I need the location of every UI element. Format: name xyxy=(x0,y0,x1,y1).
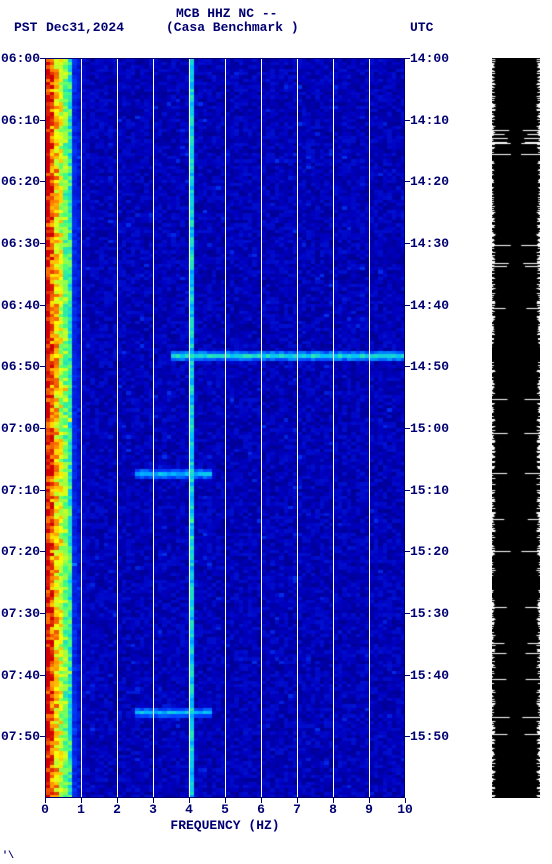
ytick-left: 07:30 xyxy=(0,606,40,621)
ytick-right: 15:50 xyxy=(410,729,460,744)
chart-header: MCB HHZ NC -- (Casa Benchmark ) PST Dec3… xyxy=(0,0,552,40)
tick-mark xyxy=(405,613,410,614)
xtick: 10 xyxy=(395,802,415,817)
title-line1: MCB HHZ NC -- xyxy=(176,6,277,21)
tick-mark xyxy=(40,490,45,491)
ytick-left: 06:10 xyxy=(0,113,40,128)
ytick-right: 14:40 xyxy=(410,298,460,313)
right-timezone: UTC xyxy=(410,20,433,35)
tick-mark xyxy=(297,798,298,803)
xtick: 5 xyxy=(215,802,235,817)
ytick-left: 07:20 xyxy=(0,544,40,559)
ytick-left: 07:40 xyxy=(0,668,40,683)
xtick: 8 xyxy=(323,802,343,817)
ytick-right: 15:30 xyxy=(410,606,460,621)
tick-mark xyxy=(405,736,410,737)
ytick-left: 06:50 xyxy=(0,359,40,374)
tick-mark xyxy=(117,798,118,803)
tick-mark xyxy=(40,736,45,737)
ytick-left: 06:30 xyxy=(0,236,40,251)
ytick-right: 15:20 xyxy=(410,544,460,559)
ytick-right: 14:50 xyxy=(410,359,460,374)
tick-mark xyxy=(405,675,410,676)
xtick: 7 xyxy=(287,802,307,817)
tick-mark xyxy=(40,58,45,59)
tick-mark xyxy=(333,798,334,803)
ytick-right: 14:30 xyxy=(410,236,460,251)
tick-mark xyxy=(405,181,410,182)
xtick: 1 xyxy=(71,802,91,817)
ytick-left: 06:00 xyxy=(0,51,40,66)
tick-mark xyxy=(40,551,45,552)
ytick-right: 14:20 xyxy=(410,174,460,189)
ytick-left: 06:40 xyxy=(0,298,40,313)
gridline-v xyxy=(81,58,82,798)
xtick: 6 xyxy=(251,802,271,817)
tick-mark xyxy=(261,798,262,803)
xtick: 2 xyxy=(107,802,127,817)
waveform-canvas xyxy=(492,58,540,798)
title-line2: (Casa Benchmark ) xyxy=(166,20,299,35)
left-timezone: PST xyxy=(14,20,37,35)
ytick-left: 07:00 xyxy=(0,421,40,436)
tick-mark xyxy=(225,798,226,803)
tick-mark xyxy=(405,120,410,121)
tick-mark xyxy=(40,366,45,367)
gridline-v xyxy=(369,58,370,798)
tick-mark xyxy=(40,675,45,676)
ytick-right: 15:00 xyxy=(410,421,460,436)
tick-mark xyxy=(405,551,410,552)
tick-mark xyxy=(81,798,82,803)
tick-mark xyxy=(45,798,46,803)
spectrogram-plot xyxy=(45,58,405,798)
tick-mark xyxy=(405,366,410,367)
gridline-v xyxy=(117,58,118,798)
gridline-v xyxy=(225,58,226,798)
ytick-right: 15:10 xyxy=(410,483,460,498)
tick-mark xyxy=(405,798,406,803)
ytick-left: 06:20 xyxy=(0,174,40,189)
tick-mark xyxy=(153,798,154,803)
tick-mark xyxy=(40,305,45,306)
tick-mark xyxy=(40,181,45,182)
xtick: 0 xyxy=(35,802,55,817)
tick-mark xyxy=(405,428,410,429)
tick-mark xyxy=(405,58,410,59)
gridline-v xyxy=(153,58,154,798)
xtick: 3 xyxy=(143,802,163,817)
tick-mark xyxy=(189,798,190,803)
ytick-right: 14:00 xyxy=(410,51,460,66)
xtick: 4 xyxy=(179,802,199,817)
xtick: 9 xyxy=(359,802,379,817)
tick-mark xyxy=(405,490,410,491)
date-label: Dec31,2024 xyxy=(46,20,124,35)
x-axis-label: FREQUENCY (HZ) xyxy=(45,818,405,833)
ytick-right: 14:10 xyxy=(410,113,460,128)
ytick-left: 07:50 xyxy=(0,729,40,744)
tick-mark xyxy=(40,120,45,121)
tick-mark xyxy=(405,243,410,244)
ytick-left: 07:10 xyxy=(0,483,40,498)
gridline-v xyxy=(189,58,190,798)
tick-mark xyxy=(40,243,45,244)
tick-mark xyxy=(369,798,370,803)
tick-mark xyxy=(40,428,45,429)
ytick-right: 15:40 xyxy=(410,668,460,683)
tick-mark xyxy=(405,305,410,306)
footer-mark: '\ xyxy=(2,851,14,862)
gridline-v xyxy=(297,58,298,798)
tick-mark xyxy=(40,613,45,614)
gridline-v xyxy=(261,58,262,798)
gridline-v xyxy=(333,58,334,798)
